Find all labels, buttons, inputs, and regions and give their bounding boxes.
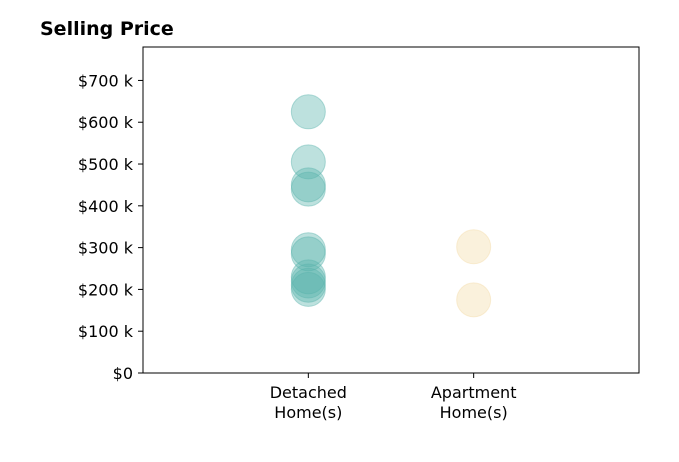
chart-title: Selling Price (40, 18, 174, 40)
y-tick-label: $0 (113, 364, 133, 383)
x-tick-label: Apartment Home(s) (431, 383, 517, 422)
scatter-point (456, 229, 492, 265)
scatter-point (290, 232, 326, 268)
scatter-point (290, 167, 326, 203)
x-tick-label-line: Detached (270, 383, 347, 402)
y-axis: $0 $100 k $200 k $300 k $400 k $500 k $600 k $7… (78, 71, 143, 383)
scatter-point (290, 144, 326, 180)
x-tick-label-line: Home(s) (440, 403, 508, 422)
y-tick-label: $300 k (78, 239, 134, 258)
scatter-point (290, 171, 326, 207)
x-tick-label: Detached Home(s) (270, 383, 347, 422)
scatter-point (290, 263, 326, 299)
y-tick-label: $200 k (78, 280, 134, 299)
scatter-point (290, 267, 326, 303)
y-tick-label: $400 k (78, 197, 134, 216)
y-tick-label: $700 k (78, 71, 134, 90)
x-axis: Detached Home(s)Apartment Home(s) (270, 373, 517, 422)
scatter-point (290, 236, 326, 272)
y-tick-label: $500 k (78, 155, 134, 174)
x-tick-label-line: Home(s) (274, 403, 342, 422)
plot-frame (142, 46, 640, 374)
y-tick-label: $100 k (78, 322, 134, 341)
points-layer (290, 94, 492, 318)
scatter-point (290, 271, 326, 307)
x-tick-label-line: Apartment (431, 383, 517, 402)
y-tick-label: $600 k (78, 113, 134, 132)
scatter-point (456, 282, 492, 318)
scatter-point (290, 94, 326, 130)
scatter-point (290, 259, 326, 295)
